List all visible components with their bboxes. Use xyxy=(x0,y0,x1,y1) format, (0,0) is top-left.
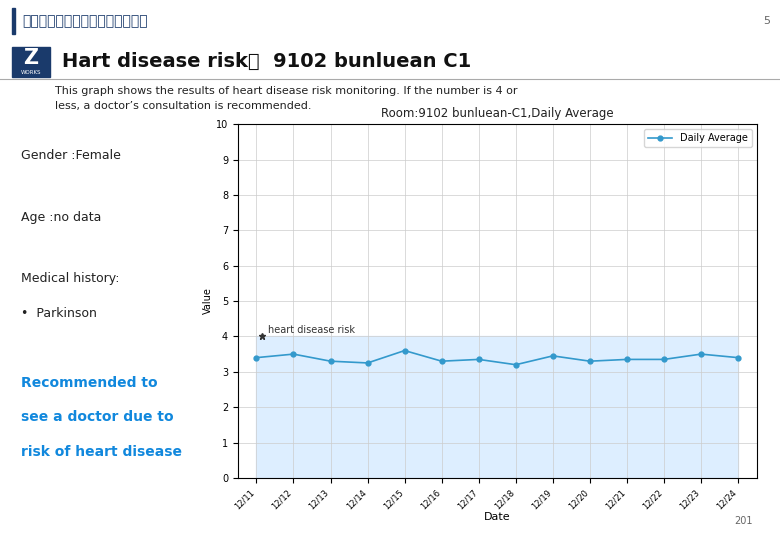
Text: WORKS: WORKS xyxy=(21,70,41,75)
Bar xyxy=(12,8,15,35)
Text: Hart disease risk：  9102 bunluean C1: Hart disease risk： 9102 bunluean C1 xyxy=(62,52,471,71)
Text: see a doctor due to: see a doctor due to xyxy=(21,410,174,424)
Text: This graph shows the results of heart disease risk monitoring. If the number is : This graph shows the results of heart di… xyxy=(55,86,517,111)
Daily Average xyxy=(733,354,743,361)
Text: Z: Z xyxy=(23,48,38,68)
Daily Average xyxy=(511,361,520,368)
Daily Average xyxy=(659,356,668,363)
Daily Average xyxy=(622,356,632,363)
Daily Average xyxy=(400,347,410,354)
Legend: Daily Average: Daily Average xyxy=(644,129,752,147)
Daily Average xyxy=(474,356,484,363)
Daily Average xyxy=(252,354,261,361)
Daily Average xyxy=(326,358,335,365)
Daily Average xyxy=(585,358,594,365)
Text: 5: 5 xyxy=(763,16,770,26)
Daily Average xyxy=(548,353,558,359)
Text: Age :no data: Age :no data xyxy=(21,211,101,224)
Bar xyxy=(12,46,50,77)
Text: risk of heart disease: risk of heart disease xyxy=(21,445,183,458)
Text: heart disease risk: heart disease risk xyxy=(268,325,355,335)
Text: •  Parkinson: • Parkinson xyxy=(21,307,97,320)
Title: Room:9102 bunluean-C1,Daily Average: Room:9102 bunluean-C1,Daily Average xyxy=(381,107,614,120)
Line: Daily Average: Daily Average xyxy=(254,348,740,367)
Daily Average xyxy=(697,351,706,357)
Y-axis label: Value: Value xyxy=(203,288,213,314)
Daily Average xyxy=(289,351,298,357)
Text: 201: 201 xyxy=(734,516,753,526)
Daily Average xyxy=(437,358,446,365)
Text: Medical history:: Medical history: xyxy=(21,272,119,285)
Text: Recommended to: Recommended to xyxy=(21,376,158,390)
Text: Gender :Female: Gender :Female xyxy=(21,150,121,163)
X-axis label: Date: Date xyxy=(484,512,511,522)
Daily Average xyxy=(363,360,372,366)
Text: 施設向けセンサーデータレポート: 施設向けセンサーデータレポート xyxy=(22,14,147,28)
